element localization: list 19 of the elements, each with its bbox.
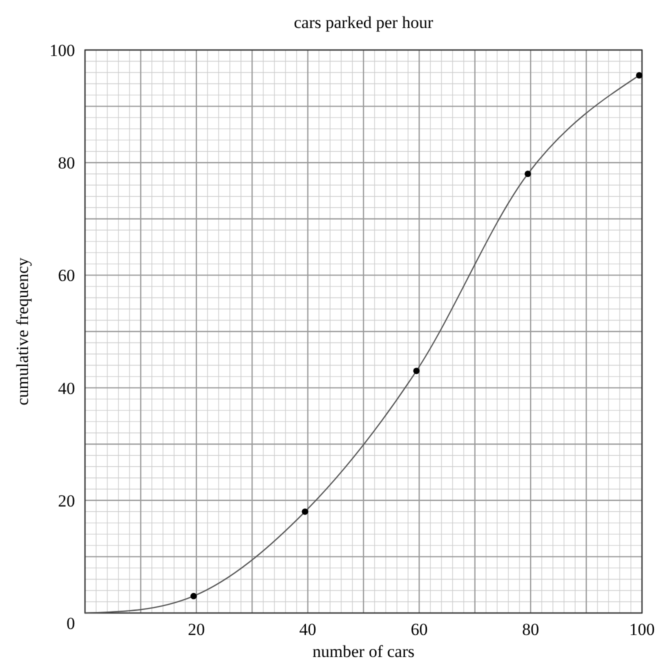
y-tick-label: 80 <box>58 154 75 173</box>
y-tick-label: 40 <box>58 378 75 398</box>
x-tick-label: 80 <box>522 620 540 639</box>
y-tick-label: 20 <box>58 491 75 510</box>
point <box>524 170 532 178</box>
point <box>636 72 642 79</box>
x-axis-title: number of cars <box>312 642 414 661</box>
x-tick-label: 60 <box>410 620 428 639</box>
point <box>413 368 420 374</box>
point <box>190 592 197 600</box>
chart-title: cars parked per hour <box>294 13 434 32</box>
x-tick-label: 20 <box>188 620 205 639</box>
y-tick-label: 60 <box>58 266 75 286</box>
point <box>302 508 308 515</box>
y-axis-title: cumulative frequency <box>13 257 32 406</box>
y-tick-label: 0 <box>66 614 75 633</box>
x-tick-label: 100 <box>629 620 655 639</box>
x-tick-label: 40 <box>299 620 316 639</box>
y-tick-label: 100 <box>50 41 75 60</box>
